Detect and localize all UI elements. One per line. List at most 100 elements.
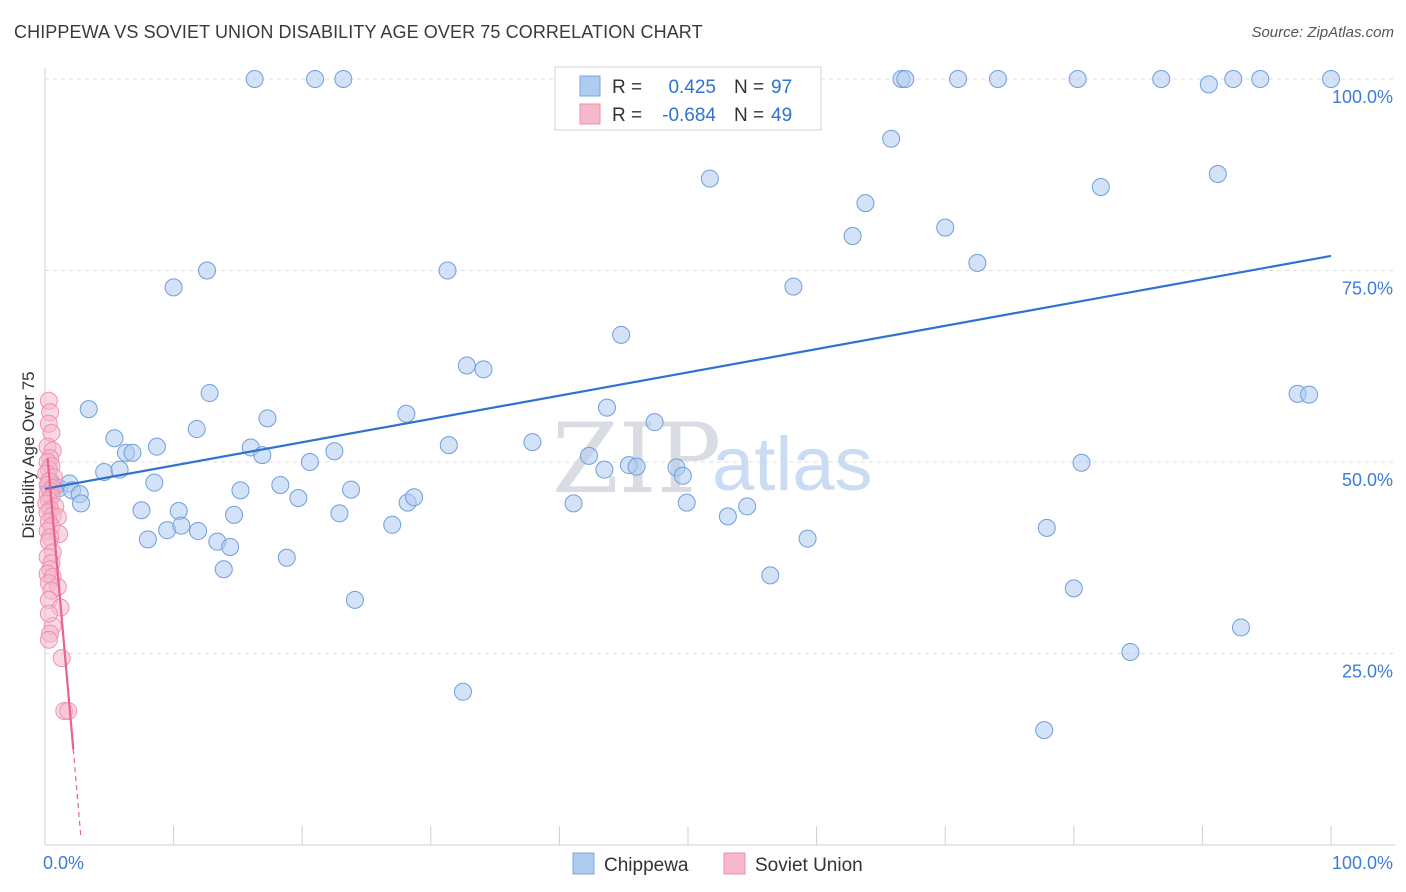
data-point <box>988 70 1007 88</box>
data-point <box>784 277 803 296</box>
data-point <box>1300 385 1319 404</box>
data-point <box>1037 518 1056 537</box>
data-point <box>1251 70 1270 88</box>
data-point <box>1152 70 1171 88</box>
data-point <box>936 218 955 237</box>
data-point <box>39 604 58 623</box>
data-point <box>438 261 457 280</box>
data-point <box>397 404 416 423</box>
data-point <box>457 356 476 375</box>
y-tick-label-3: 25.0% <box>1342 662 1393 682</box>
x-tick-labels: 0.0% 100.0% <box>43 853 1393 873</box>
data-point <box>164 278 183 297</box>
data-point <box>325 442 344 461</box>
legend-stats-swatch-0 <box>579 75 601 97</box>
data-point <box>1231 618 1250 637</box>
y-tick-label-0: 100.0% <box>1332 87 1393 107</box>
trend-line-1-extension <box>72 749 82 839</box>
data-point <box>798 529 817 548</box>
data-point <box>383 515 402 534</box>
data-point <box>523 433 542 452</box>
data-point <box>405 488 424 507</box>
y-tick-label-1: 75.0% <box>1342 279 1393 299</box>
x-tick-label-min: 0.0% <box>43 853 84 873</box>
data-point <box>271 475 290 494</box>
y-axis-title: Disability Age Over 75 <box>19 371 38 538</box>
data-point <box>1199 75 1218 94</box>
data-point <box>277 548 296 567</box>
legend-label-1: Soviet Union <box>755 855 863 876</box>
watermark: ZIP atlas <box>552 403 873 515</box>
data-point <box>105 429 124 448</box>
data-point <box>1064 579 1083 598</box>
legend-r-value-1: -0.684 <box>662 105 716 126</box>
data-point <box>39 630 58 649</box>
data-point <box>52 649 71 668</box>
data-point <box>1208 164 1227 183</box>
data-point <box>214 560 233 579</box>
data-point <box>145 473 164 492</box>
data-point <box>673 466 692 485</box>
legend-swatch-0 <box>572 852 595 875</box>
data-point <box>1035 721 1054 740</box>
data-point <box>579 446 598 465</box>
data-point <box>761 566 780 585</box>
data-point <box>289 489 308 508</box>
chart-source: Source: ZipAtlas.com <box>1251 24 1394 41</box>
data-point <box>334 70 353 88</box>
legend-r-label-1: R = <box>612 105 642 126</box>
trend-lines <box>44 254 1332 839</box>
data-point <box>453 682 472 701</box>
data-point <box>1121 642 1140 661</box>
data-point <box>187 420 206 439</box>
trend-line-0 <box>44 254 1332 490</box>
data-points <box>37 70 1340 740</box>
data-point <box>147 437 166 456</box>
data-point <box>306 70 325 88</box>
data-point <box>564 494 583 513</box>
data-point <box>221 538 240 557</box>
data-point <box>189 521 208 540</box>
legend-swatch-1 <box>723 852 746 875</box>
data-point <box>330 504 349 523</box>
data-point <box>1068 70 1087 88</box>
data-point <box>882 129 901 148</box>
legend-n-label-0: N = <box>734 77 764 98</box>
data-point <box>231 481 250 500</box>
data-point <box>1322 70 1340 88</box>
x-tick-label-max: 100.0% <box>1332 853 1393 873</box>
legend-n-value-0: 97 <box>771 77 792 98</box>
data-point <box>132 501 151 520</box>
data-point <box>342 480 361 499</box>
data-point <box>1091 178 1110 197</box>
watermark-atlas: atlas <box>712 422 873 507</box>
chart-title: CHIPPEWA VS SOVIET UNION DISABILITY AGE … <box>14 22 703 42</box>
data-point <box>595 460 614 479</box>
legend-stats: R = 0.425 N = 97 R = -0.684 N = 49 <box>554 66 822 131</box>
data-point <box>198 261 217 280</box>
data-point <box>172 516 191 535</box>
data-point <box>345 590 364 609</box>
data-point <box>856 194 875 213</box>
legend-r-label-0: R = <box>612 77 642 98</box>
data-point <box>645 413 664 432</box>
data-point <box>59 701 78 720</box>
data-point <box>79 400 98 419</box>
data-point <box>843 227 862 246</box>
legend-n-label-1: N = <box>734 105 764 126</box>
data-point <box>949 70 968 88</box>
legend-bottom: Chippewa Soviet Union <box>572 852 863 876</box>
data-point <box>474 360 493 379</box>
data-point <box>627 457 646 476</box>
y-tick-labels: 100.0% 75.0% 50.0% 25.0% <box>1332 87 1393 682</box>
data-point <box>896 70 915 88</box>
trend-line-1 <box>46 458 75 750</box>
data-point <box>1224 70 1243 88</box>
data-point <box>123 443 142 462</box>
data-point <box>138 530 157 549</box>
legend-r-value-0: 0.425 <box>668 77 716 98</box>
legend-n-value-1: 49 <box>771 105 792 126</box>
data-point <box>439 436 458 455</box>
y-tick-label-2: 50.0% <box>1342 470 1393 490</box>
